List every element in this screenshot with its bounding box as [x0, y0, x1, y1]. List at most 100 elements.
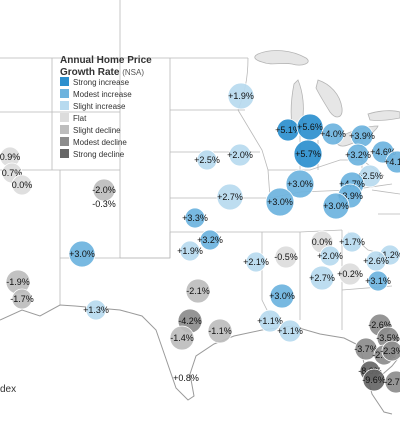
market-bubble-label: +2.1%: [243, 257, 269, 267]
market-bubble-label: +2.7%: [309, 273, 335, 283]
market-bubble: +3.0%: [322, 192, 350, 220]
market-bubble-circle: [68, 240, 96, 268]
market-bubble-label: +0.8%: [173, 373, 199, 383]
market-bubble-circle: [184, 207, 206, 229]
market-bubble-circle: [179, 240, 201, 262]
lake-ontario: [367, 110, 400, 121]
market-bubble: 0.0%: [11, 174, 33, 196]
legend-label: Slight increase: [73, 102, 126, 111]
market-bubble-label: +1.2%: [377, 250, 400, 260]
market-bubble-circle: [309, 265, 335, 291]
market-bubble: +3.0%: [285, 169, 315, 199]
legend-title-line2: Growth Rate (NSA): [60, 67, 144, 78]
market-bubble: +3.3%: [182, 207, 208, 229]
market-bubble: -1.1%: [207, 318, 233, 344]
market-bubble-label: -0.5%: [274, 252, 298, 262]
market-bubble-circle: [384, 370, 400, 394]
market-bubble-label: -2.6%: [368, 320, 392, 330]
market-bubble-circle: [185, 278, 211, 304]
market-bubble: -2.1%: [185, 278, 211, 304]
market-bubble-label: 0.7%: [2, 168, 23, 178]
market-bubble-label: 0.0%: [12, 180, 33, 190]
market-bubble-circle: [269, 283, 295, 309]
market-bubble-label: +3.0%: [323, 201, 349, 211]
legend-label: Strong decline: [73, 150, 125, 159]
legend-label: Slight decline: [73, 126, 121, 135]
market-bubble-label: +3.3%: [182, 213, 208, 223]
market-bubble: +3.0%: [68, 240, 96, 268]
market-bubble: +2.7%: [216, 183, 244, 211]
market-bubble-circle: [285, 169, 315, 199]
legend-swatch: [60, 137, 69, 146]
market-bubble-label: -2.0%: [92, 185, 116, 195]
market-bubble-circle: [321, 122, 345, 146]
market-bubble-label: +3.1%: [365, 276, 391, 286]
market-bubble-circle: [11, 288, 33, 310]
market-bubble: +2.5%: [194, 149, 220, 171]
market-bubble: +1.7%: [339, 231, 365, 253]
market-bubble-circle: [199, 229, 221, 251]
market-bubble-label: +1.9%: [177, 246, 203, 256]
lake-huron: [315, 79, 343, 118]
market-bubble: +3.0%: [265, 187, 295, 217]
market-bubble-label: +3.0%: [287, 179, 313, 189]
market-bubble: -0.3%: [92, 199, 116, 209]
market-bubble: -1.7%: [10, 288, 34, 310]
market-bubble-label: -1.7%: [10, 294, 34, 304]
market-bubble-label: -1.4%: [170, 333, 194, 343]
market-bubble-label: +4.6%: [370, 147, 396, 157]
market-bubble-circle: [11, 174, 33, 196]
market-bubble-label: -0.3%: [92, 199, 116, 209]
market-bubble-label: -9.6%: [362, 375, 386, 385]
legend-title-growth: Growth Rate: [60, 67, 120, 78]
market-bubble-label: +1.7%: [339, 237, 365, 247]
market-bubble: +3.2%: [197, 229, 223, 251]
lake-superior: [254, 50, 309, 66]
market-bubble-circle: [227, 82, 255, 110]
market-bubble-circle: [346, 143, 370, 167]
market-bubble: +2.5%: [357, 164, 383, 188]
market-bubble-label: -1.1%: [208, 326, 232, 336]
legend-label: Strong increase: [73, 78, 130, 87]
legend-label: Modest increase: [73, 90, 132, 99]
market-bubble-label: +2.7%: [217, 192, 243, 202]
legend-title-line1: Annual Home Price: [60, 55, 152, 66]
market-bubble: +0.8%: [173, 373, 199, 383]
legend-swatch: [60, 77, 69, 86]
market-bubble-label: +1.1%: [277, 326, 303, 336]
market-bubble: +4.1%: [384, 150, 400, 174]
market-bubble-label: +2.0%: [227, 150, 253, 160]
legend-swatch: [60, 149, 69, 158]
market-bubbles: +1.9%+5.1%+5.6%+4.0% +3.9%+5.7% +3.2% +4.6%…: [0, 82, 400, 394]
market-bubble: -1.9%: [5, 269, 31, 295]
market-bubble: +3.1%: [365, 270, 391, 292]
market-bubble-circle: [258, 309, 282, 333]
market-bubble: +2.0%: [317, 245, 343, 267]
market-bubble: +2.0%: [227, 143, 253, 167]
market-bubble-circle: [338, 262, 362, 286]
market-bubble-label: +3.0%: [269, 291, 295, 301]
market-bubble-label: +3.9%: [337, 191, 363, 201]
market-bubble-circle: [278, 319, 302, 343]
market-bubble: -1.4%: [169, 325, 195, 351]
market-bubble-circle: [293, 139, 323, 169]
market-bubble-label: +1.1%: [257, 316, 283, 326]
market-bubble-circle: [341, 231, 363, 253]
market-bubble: +2.1%: [243, 251, 269, 273]
market-bubble-circle: [169, 325, 195, 351]
legend: Annual Home Price Growth Rate (NSA) Stro…: [60, 55, 152, 159]
market-bubble-label: +2.5%: [357, 171, 383, 181]
market-bubble: +5.6%: [296, 113, 324, 141]
market-bubble-label: 0.9%: [0, 152, 20, 162]
market-bubble-circle: [92, 178, 116, 202]
market-bubble-circle: [322, 192, 350, 220]
market-bubble: -9.6%: [362, 368, 386, 392]
market-bubble-circle: [245, 251, 267, 273]
market-bubble-label: -1.9%: [6, 277, 30, 287]
market-bubble-label: +1.3%: [83, 305, 109, 315]
market-bubble-circle: [216, 183, 244, 211]
market-bubble: +2.7%: [309, 265, 335, 291]
market-bubble: +1.9%: [227, 82, 255, 110]
market-bubble-label: -2.3%: [380, 346, 400, 356]
